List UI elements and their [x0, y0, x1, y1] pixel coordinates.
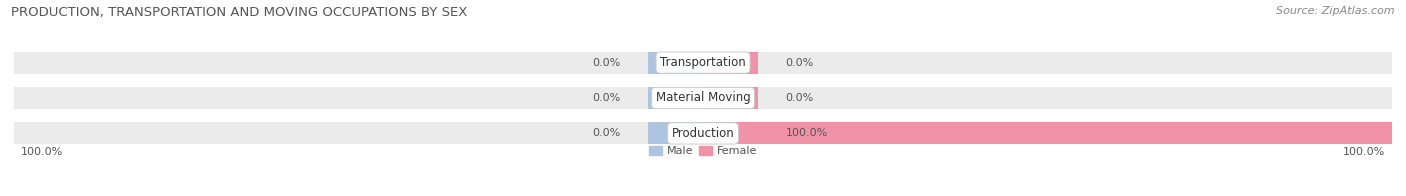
Bar	[703, 122, 1392, 144]
Bar	[14, 87, 703, 109]
Bar	[14, 52, 703, 74]
Text: 100.0%: 100.0%	[1343, 147, 1385, 157]
Bar	[703, 87, 758, 109]
Text: 100.0%: 100.0%	[21, 147, 63, 157]
Bar	[703, 52, 1392, 74]
Legend: Male, Female: Male, Female	[650, 146, 756, 156]
Bar	[703, 87, 1392, 109]
Bar	[703, 52, 758, 74]
Text: 0.0%: 0.0%	[786, 58, 814, 68]
Bar	[648, 87, 703, 109]
Text: 100.0%: 100.0%	[786, 128, 828, 138]
Text: Source: ZipAtlas.com: Source: ZipAtlas.com	[1277, 6, 1395, 16]
Bar	[648, 122, 703, 144]
Text: 0.0%: 0.0%	[592, 58, 620, 68]
Bar	[14, 122, 703, 144]
Text: 0.0%: 0.0%	[592, 93, 620, 103]
Text: PRODUCTION, TRANSPORTATION AND MOVING OCCUPATIONS BY SEX: PRODUCTION, TRANSPORTATION AND MOVING OC…	[11, 6, 468, 19]
Bar	[703, 122, 1392, 144]
Bar	[648, 52, 703, 74]
Text: 0.0%: 0.0%	[592, 128, 620, 138]
Text: Material Moving: Material Moving	[655, 92, 751, 104]
Text: Transportation: Transportation	[661, 56, 745, 69]
Text: 0.0%: 0.0%	[786, 93, 814, 103]
Text: Production: Production	[672, 127, 734, 140]
